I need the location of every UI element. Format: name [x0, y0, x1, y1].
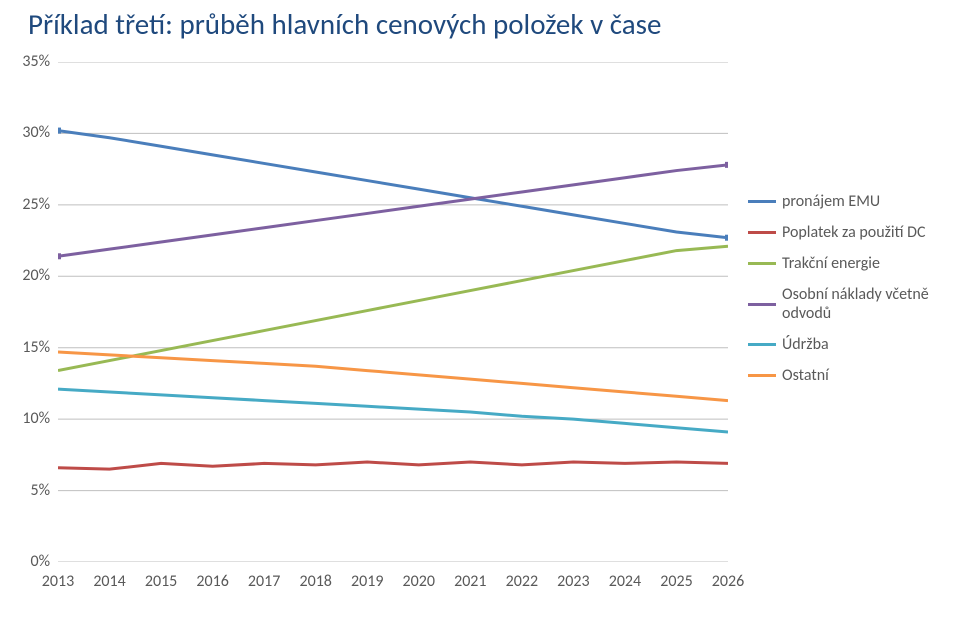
x-tick-label: 2017	[248, 572, 280, 591]
series-line	[58, 246, 728, 370]
series-marker	[58, 128, 61, 134]
legend-swatch	[748, 262, 776, 265]
x-tick-label: 2023	[557, 572, 589, 591]
y-tick-label: 10%	[6, 409, 50, 428]
x-tick-label: 2025	[660, 572, 692, 591]
legend-item: Trakční energie	[748, 254, 948, 273]
series-marker	[58, 253, 61, 259]
x-tick-label: 2014	[93, 572, 125, 591]
x-tick-label: 2015	[145, 572, 177, 591]
legend-label: Ostatní	[782, 366, 829, 385]
plot-svg	[58, 62, 728, 562]
series-line	[58, 462, 728, 469]
y-tick-label: 35%	[6, 52, 50, 71]
y-tick-label: 30%	[6, 123, 50, 142]
page-title: Příklad třetí: průběh hlavních cenových …	[28, 6, 661, 42]
y-tick-label: 20%	[6, 266, 50, 285]
x-tick-label: 2016	[196, 572, 228, 591]
legend-swatch	[748, 303, 776, 306]
legend-item: pronájem EMU	[748, 192, 948, 211]
chart: 0%5%10%15%20%25%30%35% 20132014201520162…	[12, 62, 948, 610]
y-tick-label: 15%	[6, 338, 50, 357]
legend-item: Poplatek za použití DC	[748, 223, 948, 242]
x-tick-label: 2021	[454, 572, 486, 591]
series-marker	[725, 162, 728, 168]
plot-area	[58, 62, 728, 562]
legend-item: Osobní náklady včetně odvodů	[748, 285, 948, 323]
legend-label: Poplatek za použití DC	[782, 223, 926, 242]
legend-swatch	[748, 374, 776, 377]
x-tick-label: 2019	[351, 572, 383, 591]
legend-item: Ostatní	[748, 366, 948, 385]
series-line	[58, 389, 728, 432]
x-tick-label: 2013	[42, 572, 74, 591]
legend-swatch	[748, 200, 776, 203]
series-marker	[725, 235, 728, 241]
page: Příklad třetí: průběh hlavních cenových …	[0, 0, 960, 622]
legend: pronájem EMU Poplatek za použití DC Trakčn…	[748, 192, 948, 397]
x-tick-label: 2022	[506, 572, 538, 591]
legend-item: Údržba	[748, 335, 948, 354]
y-tick-label: 5%	[6, 481, 50, 500]
series-line	[58, 165, 728, 256]
x-tick-label: 2018	[299, 572, 331, 591]
legend-label: Trakční energie	[782, 254, 880, 273]
legend-label: Osobní náklady včetně odvodů	[782, 285, 948, 323]
legend-swatch	[748, 343, 776, 346]
x-tick-label: 2020	[403, 572, 435, 591]
legend-swatch	[748, 231, 776, 234]
x-tick-label: 2024	[609, 572, 641, 591]
series-line	[58, 131, 728, 238]
y-tick-label: 25%	[6, 195, 50, 214]
legend-label: pronájem EMU	[782, 192, 880, 211]
x-tick-label: 2026	[712, 572, 744, 591]
y-tick-label: 0%	[6, 552, 50, 571]
legend-label: Údržba	[782, 335, 829, 354]
